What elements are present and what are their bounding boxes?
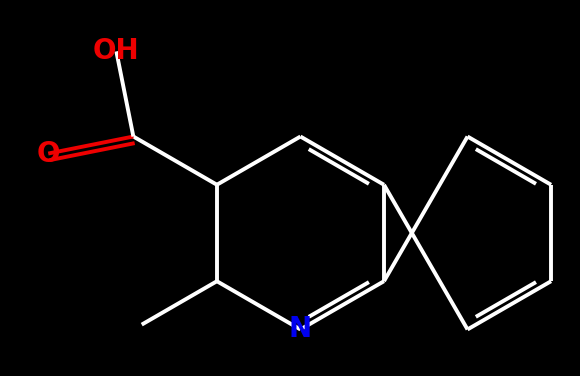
Text: O: O <box>37 139 60 168</box>
Text: OH: OH <box>93 37 140 65</box>
Text: N: N <box>289 315 312 343</box>
